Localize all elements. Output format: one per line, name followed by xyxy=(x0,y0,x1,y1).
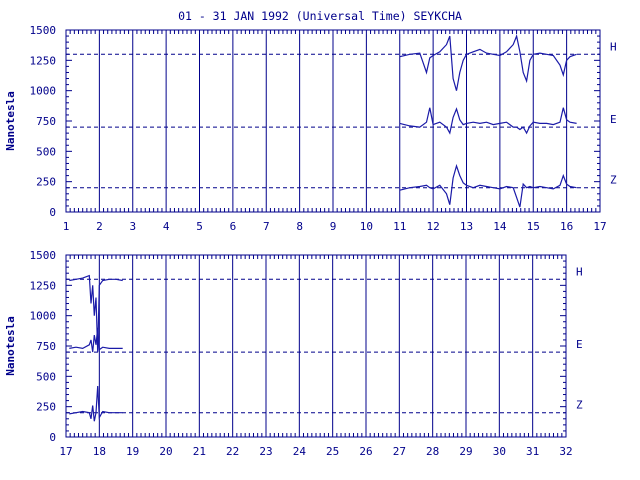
y-tick-label: 0 xyxy=(49,431,56,444)
y-tick-label: 500 xyxy=(36,370,56,383)
x-tick-label: 18 xyxy=(93,445,106,458)
y-axis-label: Nanotesla xyxy=(4,91,17,151)
x-tick-label: 4 xyxy=(163,220,170,233)
chart-title: 01 - 31 JAN 1992 (Universal Time) SEYKCH… xyxy=(178,9,462,23)
x-tick-label: 28 xyxy=(426,445,439,458)
y-tick-label: 750 xyxy=(36,115,56,128)
x-tick-label: 17 xyxy=(593,220,606,233)
x-tick-label: 21 xyxy=(193,445,206,458)
x-tick-label: 7 xyxy=(263,220,270,233)
x-tick-label: 24 xyxy=(293,445,307,458)
x-tick-label: 3 xyxy=(129,220,136,233)
x-tick-label: 1 xyxy=(63,220,70,233)
y-tick-label: 250 xyxy=(36,176,56,189)
x-tick-label: 2 xyxy=(96,220,103,233)
series-e-trace xyxy=(69,327,123,353)
series-h-trace xyxy=(69,274,123,353)
component-label-h: H xyxy=(576,265,583,278)
component-label-h: H xyxy=(610,40,617,53)
y-tick-label: 1500 xyxy=(30,24,57,37)
component-label-e: E xyxy=(576,338,583,351)
x-tick-label: 17 xyxy=(59,445,72,458)
series-z-trace xyxy=(69,385,123,422)
series-h-trace xyxy=(399,34,577,91)
x-tick-label: 25 xyxy=(326,445,339,458)
x-tick-label: 9 xyxy=(330,220,337,233)
x-tick-label: 22 xyxy=(226,445,239,458)
y-tick-label: 0 xyxy=(49,206,56,219)
y-tick-label: 250 xyxy=(36,401,56,414)
x-tick-label: 16 xyxy=(560,220,573,233)
x-tick-label: 12 xyxy=(427,220,440,233)
y-tick-label: 750 xyxy=(36,340,56,353)
x-tick-label: 20 xyxy=(159,445,172,458)
series-e-trace xyxy=(399,107,577,135)
x-tick-label: 19 xyxy=(126,445,139,458)
component-label-z: Z xyxy=(610,174,617,187)
x-tick-label: 14 xyxy=(493,220,507,233)
x-tick-label: 27 xyxy=(393,445,406,458)
x-tick-label: 13 xyxy=(460,220,473,233)
x-tick-label: 30 xyxy=(493,445,506,458)
y-tick-label: 1000 xyxy=(30,85,57,98)
x-tick-label: 8 xyxy=(296,220,303,233)
x-tick-label: 32 xyxy=(559,445,572,458)
component-label-e: E xyxy=(610,113,617,126)
x-tick-label: 23 xyxy=(259,445,272,458)
x-tick-label: 6 xyxy=(230,220,237,233)
panel-bottom: 0 250 500 750 1000 1250 1500 17 18 19 20 21 22 23 24 25… xyxy=(4,249,583,458)
y-axis-label: Nanotesla xyxy=(4,316,17,376)
x-tick-label: 5 xyxy=(196,220,203,233)
y-tick-label: 1250 xyxy=(30,279,57,292)
x-tick-label: 15 xyxy=(527,220,540,233)
y-tick-label: 1000 xyxy=(30,310,57,323)
y-tick-label: 1500 xyxy=(30,249,57,262)
x-tick-label: 26 xyxy=(359,445,372,458)
x-tick-label: 29 xyxy=(459,445,472,458)
y-tick-label: 1250 xyxy=(30,54,57,67)
x-tick-label: 11 xyxy=(393,220,406,233)
x-tick-label: 10 xyxy=(360,220,373,233)
plot-frame xyxy=(65,254,567,438)
series-z-trace xyxy=(399,163,577,208)
x-tick-label: 31 xyxy=(526,445,539,458)
component-label-z: Z xyxy=(576,399,583,412)
y-tick-label: 500 xyxy=(36,145,56,158)
